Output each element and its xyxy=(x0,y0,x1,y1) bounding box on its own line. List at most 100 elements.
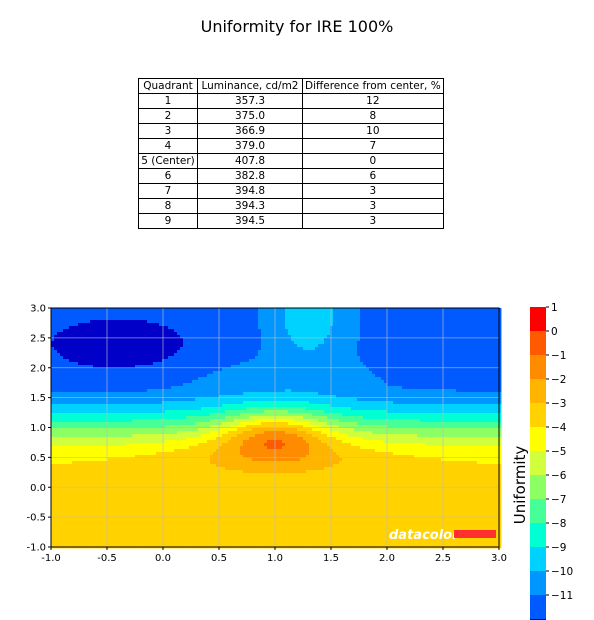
contour-cell xyxy=(462,329,466,333)
contour-cell xyxy=(207,350,211,354)
contour-cell xyxy=(249,377,253,381)
contour-cell xyxy=(66,335,70,339)
contour-cell xyxy=(165,317,169,321)
contour-cell xyxy=(156,353,160,357)
contour-cell xyxy=(327,380,331,384)
contour-cell xyxy=(288,368,292,372)
contour-cell xyxy=(174,386,178,390)
contour-cell xyxy=(405,395,409,399)
contour-cell xyxy=(495,353,499,357)
contour-cell xyxy=(147,380,151,384)
contour-cell xyxy=(198,332,202,336)
contour-cell xyxy=(183,335,187,339)
contour-cell xyxy=(210,332,214,336)
contour-cell xyxy=(480,371,484,375)
contour-cell xyxy=(210,380,214,384)
contour-cell xyxy=(156,320,160,324)
contour-cell xyxy=(51,383,55,387)
contour-cell xyxy=(393,395,397,399)
contour-cell xyxy=(240,338,244,342)
contour-cell xyxy=(324,347,328,351)
contour-cell xyxy=(456,350,460,354)
contour-cell xyxy=(267,404,271,408)
contour-cell xyxy=(171,314,175,318)
contour-cell xyxy=(207,323,211,327)
contour-cell xyxy=(327,332,331,336)
contour-cell xyxy=(72,353,76,357)
contour-cell xyxy=(435,359,439,363)
contour-cell xyxy=(111,377,115,381)
contour-cell xyxy=(477,380,481,384)
contour-cell xyxy=(210,377,214,381)
contour-cell xyxy=(141,368,145,372)
contour-cell xyxy=(423,335,427,339)
contour-cell xyxy=(279,317,283,321)
contour-cell xyxy=(231,341,235,345)
contour-cell xyxy=(186,308,190,312)
contour-cell xyxy=(120,401,124,405)
contour-cell xyxy=(234,326,238,330)
contour-cell xyxy=(288,320,292,324)
contour-cell xyxy=(93,329,97,333)
contour-cell xyxy=(267,377,271,381)
contour-cell xyxy=(147,308,151,312)
contour-cell xyxy=(429,398,433,402)
contour-cell xyxy=(318,401,322,405)
contour-cell xyxy=(168,323,172,327)
contour-cell xyxy=(435,374,439,378)
contour-cell xyxy=(69,356,73,360)
contour-cell xyxy=(495,389,499,393)
contour-cell xyxy=(417,365,421,369)
contour-cell xyxy=(453,398,457,402)
contour-cell xyxy=(468,377,472,381)
contour-cell xyxy=(438,335,442,339)
contour-cell xyxy=(444,320,448,324)
contour-cell xyxy=(459,383,463,387)
contour-cell xyxy=(168,401,172,405)
contour-cell xyxy=(327,377,331,381)
contour-cell xyxy=(138,347,142,351)
contour-cell xyxy=(438,353,442,357)
contour-cell xyxy=(387,380,391,384)
contour-cell xyxy=(348,326,352,330)
contour-cell xyxy=(339,389,343,393)
contour-cell xyxy=(336,386,340,390)
contour-cell xyxy=(270,401,274,405)
contour-cell xyxy=(213,341,217,345)
contour-cell xyxy=(459,362,463,366)
contour-cell xyxy=(378,344,382,348)
contour-cell xyxy=(372,371,376,375)
contour-cell xyxy=(381,377,385,381)
contour-cell xyxy=(438,311,442,315)
contour-cell xyxy=(369,350,373,354)
contour-cell xyxy=(444,329,448,333)
contour-cell xyxy=(150,308,154,312)
contour-cell xyxy=(333,341,337,345)
contour-cell xyxy=(180,374,184,378)
contour-cell xyxy=(225,335,229,339)
contour-cell xyxy=(351,341,355,345)
contour-cell xyxy=(234,392,238,396)
contour-cell xyxy=(300,398,304,402)
contour-cell xyxy=(243,362,247,366)
contour-cell xyxy=(96,314,100,318)
contour-cell xyxy=(186,353,190,357)
contour-cell xyxy=(234,314,238,318)
contour-cell xyxy=(258,380,262,384)
contour-cell xyxy=(195,350,199,354)
contour-cell xyxy=(330,338,334,342)
contour-cell xyxy=(369,374,373,378)
contour-cell xyxy=(153,392,157,396)
contour-cell xyxy=(492,329,496,333)
contour-cell xyxy=(135,323,139,327)
contour-cell xyxy=(384,383,388,387)
contour-cell xyxy=(60,398,64,402)
contour-cell xyxy=(96,344,100,348)
contour-cell xyxy=(141,401,145,405)
contour-cell xyxy=(75,350,79,354)
contour-cell xyxy=(132,341,136,345)
contour-cell xyxy=(222,371,226,375)
contour-cell xyxy=(54,347,58,351)
contour-cell xyxy=(270,338,274,342)
contour-cell xyxy=(453,350,457,354)
